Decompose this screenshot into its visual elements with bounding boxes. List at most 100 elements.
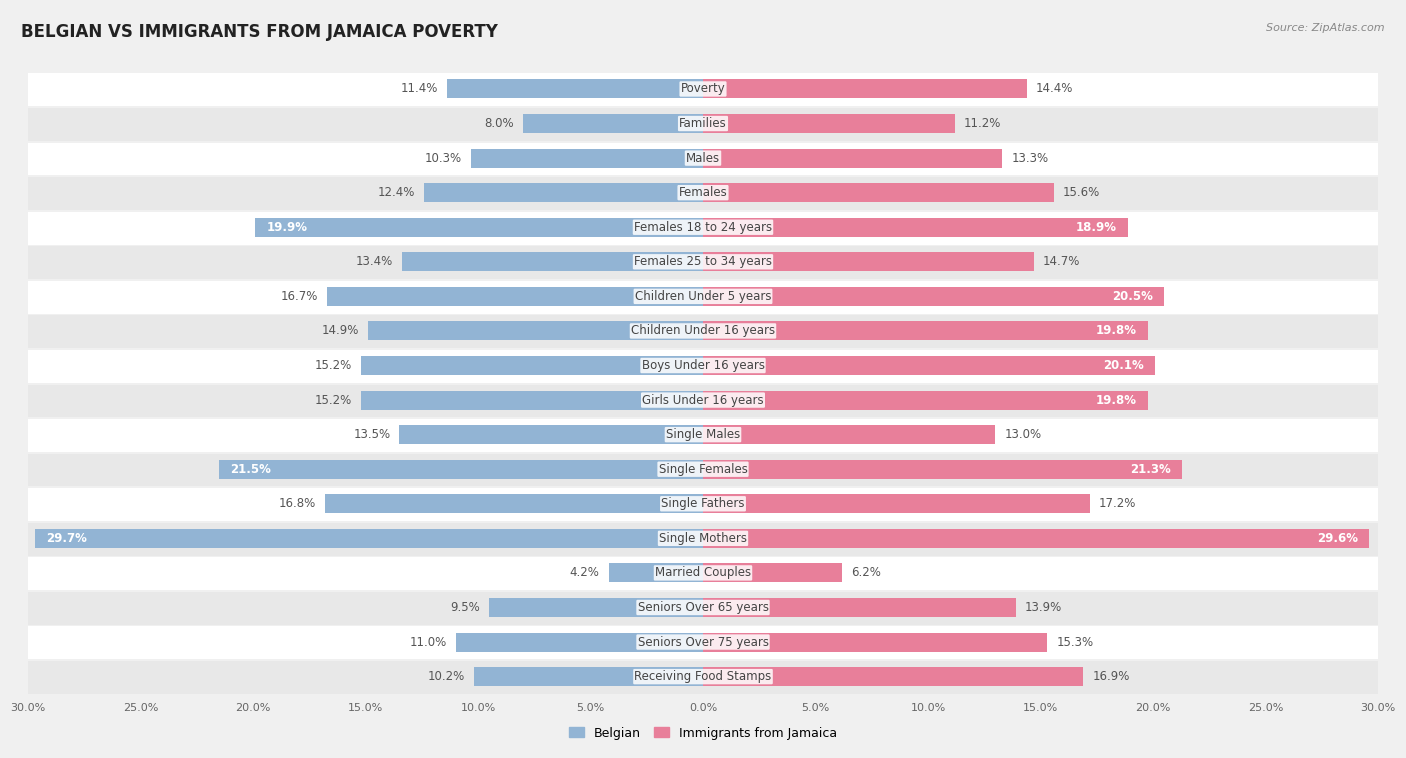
Text: Single Males: Single Males [666, 428, 740, 441]
Bar [703, 425, 995, 444]
Bar [28, 627, 1378, 659]
Bar [703, 667, 1083, 686]
Bar [28, 557, 1378, 590]
Text: 13.3%: 13.3% [1011, 152, 1049, 164]
Text: 13.0%: 13.0% [1004, 428, 1042, 441]
Text: 11.0%: 11.0% [409, 635, 447, 649]
Bar [28, 488, 1378, 521]
Bar [456, 632, 703, 652]
Bar [28, 280, 1378, 314]
Text: Seniors Over 75 years: Seniors Over 75 years [637, 635, 769, 649]
Text: 15.6%: 15.6% [1063, 186, 1099, 199]
Text: Females: Females [679, 186, 727, 199]
Bar [703, 183, 1054, 202]
Bar [219, 459, 703, 479]
Bar [28, 143, 1378, 175]
Text: 14.9%: 14.9% [322, 324, 359, 337]
Text: Poverty: Poverty [681, 83, 725, 96]
Bar [28, 419, 1378, 452]
Text: 8.0%: 8.0% [485, 117, 515, 130]
Text: Females 25 to 34 years: Females 25 to 34 years [634, 255, 772, 268]
Text: Receiving Food Stamps: Receiving Food Stamps [634, 670, 772, 683]
Text: 20.1%: 20.1% [1104, 359, 1144, 372]
Text: Children Under 5 years: Children Under 5 years [634, 290, 772, 303]
Bar [28, 315, 1378, 348]
Bar [399, 425, 703, 444]
Bar [703, 632, 1047, 652]
Bar [447, 80, 703, 99]
Bar [703, 494, 1090, 513]
Text: 17.2%: 17.2% [1099, 497, 1136, 510]
Text: 6.2%: 6.2% [852, 566, 882, 579]
Bar [703, 114, 955, 133]
Bar [28, 592, 1378, 625]
Bar [489, 598, 703, 617]
Bar [703, 390, 1149, 409]
Bar [28, 384, 1378, 418]
Text: 15.2%: 15.2% [315, 359, 352, 372]
Bar [35, 529, 703, 548]
Text: 14.4%: 14.4% [1036, 83, 1073, 96]
Text: Boys Under 16 years: Boys Under 16 years [641, 359, 765, 372]
Bar [703, 252, 1033, 271]
Text: 10.2%: 10.2% [427, 670, 464, 683]
Text: 19.9%: 19.9% [267, 221, 308, 233]
Text: 16.9%: 16.9% [1092, 670, 1129, 683]
Text: 29.6%: 29.6% [1316, 532, 1358, 545]
Bar [28, 246, 1378, 279]
Bar [328, 287, 703, 306]
Bar [703, 598, 1015, 617]
Bar [703, 459, 1182, 479]
Bar [703, 149, 1002, 168]
Bar [325, 494, 703, 513]
Text: Children Under 16 years: Children Under 16 years [631, 324, 775, 337]
Bar [28, 177, 1378, 210]
Text: 10.3%: 10.3% [425, 152, 463, 164]
Text: 16.7%: 16.7% [281, 290, 318, 303]
Text: 20.5%: 20.5% [1112, 290, 1153, 303]
Bar [28, 350, 1378, 383]
Bar [523, 114, 703, 133]
Text: 15.2%: 15.2% [315, 393, 352, 406]
Text: Females 18 to 24 years: Females 18 to 24 years [634, 221, 772, 233]
Text: Single Mothers: Single Mothers [659, 532, 747, 545]
Text: 21.3%: 21.3% [1130, 462, 1171, 476]
Text: 12.4%: 12.4% [378, 186, 415, 199]
Bar [361, 356, 703, 375]
Text: Families: Families [679, 117, 727, 130]
Text: 14.7%: 14.7% [1043, 255, 1080, 268]
Bar [703, 321, 1149, 340]
Text: Girls Under 16 years: Girls Under 16 years [643, 393, 763, 406]
Text: Source: ZipAtlas.com: Source: ZipAtlas.com [1267, 23, 1385, 33]
Bar [28, 74, 1378, 106]
Bar [703, 356, 1156, 375]
Text: Single Fathers: Single Fathers [661, 497, 745, 510]
Text: 16.8%: 16.8% [278, 497, 316, 510]
Bar [471, 149, 703, 168]
Text: Single Females: Single Females [658, 462, 748, 476]
Bar [28, 211, 1378, 245]
Text: 13.9%: 13.9% [1025, 601, 1062, 614]
Text: Seniors Over 65 years: Seniors Over 65 years [637, 601, 769, 614]
Bar [28, 108, 1378, 141]
Text: 19.8%: 19.8% [1097, 324, 1137, 337]
Text: 15.3%: 15.3% [1056, 635, 1094, 649]
Text: Males: Males [686, 152, 720, 164]
Text: 11.2%: 11.2% [965, 117, 1001, 130]
Bar [28, 453, 1378, 487]
Legend: Belgian, Immigrants from Jamaica: Belgian, Immigrants from Jamaica [564, 722, 842, 744]
Bar [28, 523, 1378, 556]
Bar [368, 321, 703, 340]
Text: 18.9%: 18.9% [1076, 221, 1116, 233]
Text: BELGIAN VS IMMIGRANTS FROM JAMAICA POVERTY: BELGIAN VS IMMIGRANTS FROM JAMAICA POVER… [21, 23, 498, 41]
Bar [402, 252, 703, 271]
Bar [474, 667, 703, 686]
Text: 29.7%: 29.7% [46, 532, 87, 545]
Bar [703, 80, 1026, 99]
Text: 19.8%: 19.8% [1097, 393, 1137, 406]
Text: 9.5%: 9.5% [450, 601, 481, 614]
Bar [703, 287, 1164, 306]
Text: Married Couples: Married Couples [655, 566, 751, 579]
Text: 13.5%: 13.5% [353, 428, 391, 441]
Text: 4.2%: 4.2% [569, 566, 599, 579]
